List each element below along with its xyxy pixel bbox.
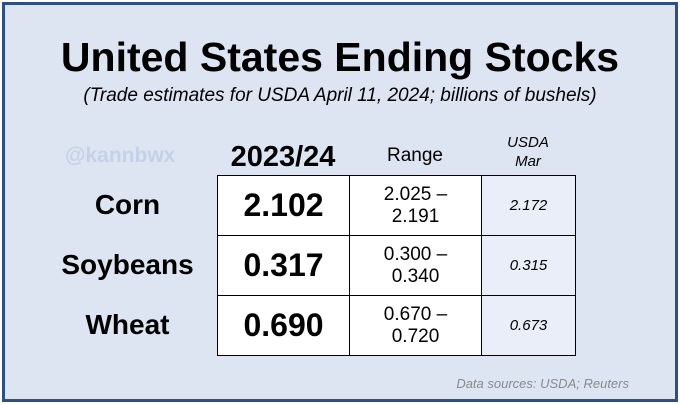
range-high: 2.191	[391, 205, 440, 227]
range-cell: 0.300 – 0.340	[349, 235, 482, 296]
range-high: 0.720	[391, 325, 440, 347]
range-low: 0.670 –	[383, 303, 448, 325]
estimate-cell: 0.690	[217, 295, 350, 356]
data-sources-note: Data sources: USDA; Reuters	[456, 376, 629, 391]
row-label-soybeans: Soybeans	[61, 249, 194, 280]
column-header-usda-line2: Mar	[515, 153, 541, 170]
estimates-table: 2.102 2.025 – 2.191 2.172 0.317 0.300 – …	[217, 175, 576, 356]
range-high: 0.340	[391, 265, 440, 287]
usda-cell: 2.172	[481, 175, 576, 236]
row-label-corn: Corn	[94, 189, 161, 220]
estimate-cell: 2.102	[217, 175, 350, 236]
watermark-handle: @kannbwx	[65, 144, 176, 167]
subtitle: (Trade estimates for USDA April 11, 2024…	[83, 85, 597, 106]
range-low: 2.025 –	[383, 183, 448, 205]
table-row: 0.317 0.300 – 0.340 0.315	[217, 235, 576, 296]
column-header-range: Range	[387, 145, 443, 166]
column-header-usda-line1: USDA	[507, 134, 549, 151]
column-header-usda-mar: USDA Mar	[481, 133, 575, 171]
range-low: 0.300 –	[383, 243, 448, 265]
row-label-wheat: Wheat	[85, 309, 170, 340]
table-row: 0.690 0.670 – 0.720 0.673	[217, 295, 576, 356]
usda-cell: 0.315	[481, 235, 576, 296]
usda-cell: 0.673	[481, 295, 576, 356]
column-header-2023-24: 2023/24	[230, 141, 336, 173]
range-cell: 2.025 – 2.191	[349, 175, 482, 236]
table-row: 2.102 2.025 – 2.191 2.172	[217, 175, 576, 236]
page-title: United States Ending Stocks	[60, 34, 620, 80]
estimate-cell: 0.317	[217, 235, 350, 296]
range-cell: 0.670 – 0.720	[349, 295, 482, 356]
